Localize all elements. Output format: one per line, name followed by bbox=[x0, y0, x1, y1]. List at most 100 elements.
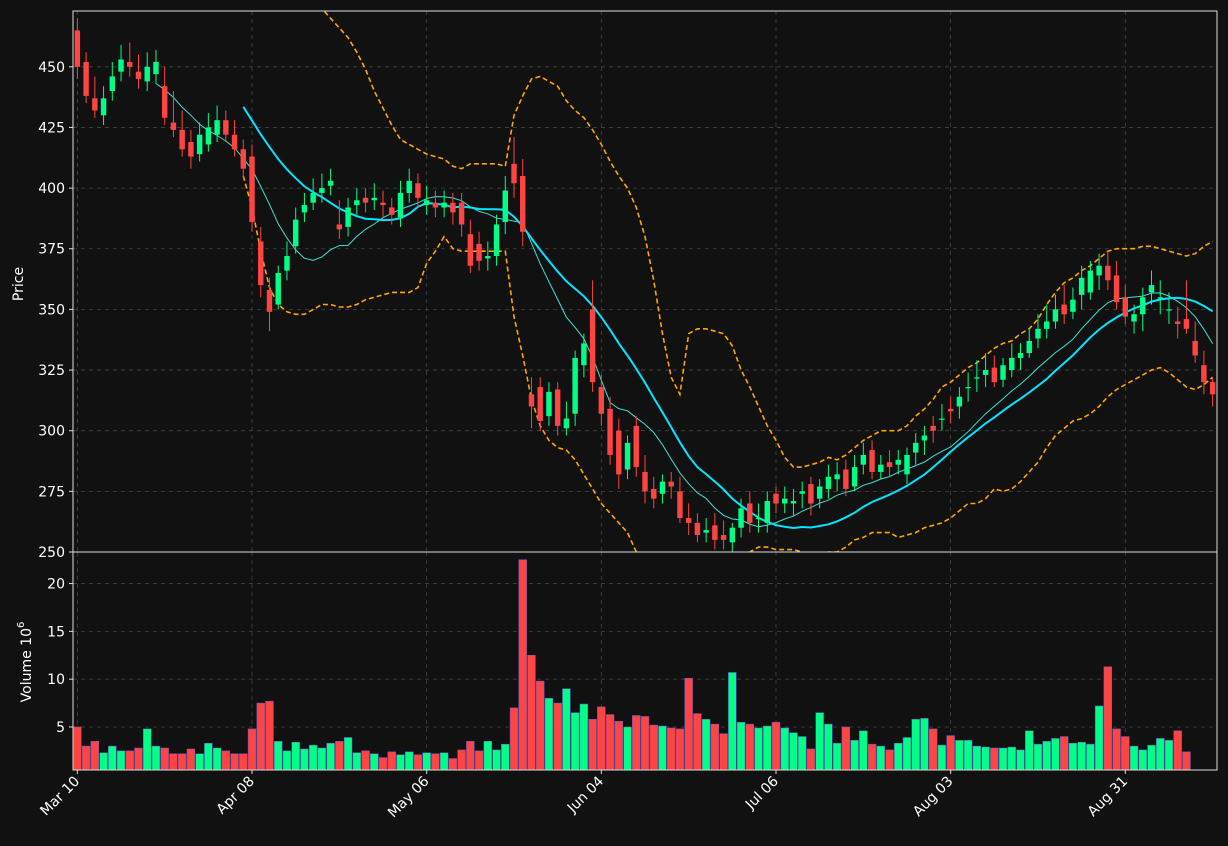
candle-body bbox=[327, 180, 334, 186]
candle-body bbox=[520, 175, 526, 232]
volume-bar bbox=[230, 753, 239, 771]
candle-body bbox=[974, 377, 980, 379]
price-tick-label: 325 bbox=[38, 363, 65, 379]
volume-bar bbox=[160, 747, 169, 771]
volume-bar bbox=[614, 720, 623, 771]
candle-body bbox=[310, 192, 316, 203]
candle-body bbox=[441, 202, 447, 208]
volume-bar bbox=[544, 698, 554, 771]
candle-body bbox=[982, 370, 989, 375]
volume-bar bbox=[963, 740, 973, 771]
volume-bar bbox=[527, 655, 536, 771]
candle-body bbox=[930, 425, 936, 431]
volume-bar bbox=[300, 748, 309, 771]
candle-body bbox=[860, 454, 867, 465]
candle-body bbox=[458, 202, 465, 225]
candle-body bbox=[1044, 321, 1050, 329]
volume-axis-label-text: Volume 10 bbox=[19, 628, 35, 702]
bollinger-bands bbox=[242, 11, 1214, 552]
price-grid bbox=[73, 11, 1217, 553]
candle-body bbox=[869, 450, 875, 472]
candle-body bbox=[450, 202, 456, 213]
price-tick-label: 450 bbox=[38, 60, 65, 76]
candle-body bbox=[284, 256, 290, 271]
volume-bar bbox=[1016, 749, 1025, 771]
price-tick-label: 275 bbox=[38, 484, 65, 500]
candle-body bbox=[720, 535, 727, 540]
volume-bar bbox=[605, 714, 615, 771]
volume-bar bbox=[116, 750, 126, 771]
volume-bar bbox=[1033, 743, 1043, 771]
volume-tick-label: 5 bbox=[56, 720, 65, 736]
price-tick-label: 350 bbox=[38, 302, 65, 318]
candle-body bbox=[144, 66, 150, 82]
candle-body bbox=[895, 459, 901, 465]
volume-bar bbox=[431, 753, 440, 771]
candle-body bbox=[668, 481, 674, 487]
volume-bar bbox=[265, 700, 274, 771]
volume-bar bbox=[204, 742, 213, 771]
candle-body bbox=[118, 59, 124, 72]
volume-bar bbox=[317, 747, 327, 771]
candle-body bbox=[685, 518, 692, 523]
candle-body bbox=[467, 234, 474, 266]
candle-body bbox=[1061, 304, 1067, 315]
volume-bar bbox=[990, 747, 999, 771]
volume-bar bbox=[326, 742, 335, 771]
volume-bar bbox=[143, 728, 152, 771]
candle-body bbox=[703, 530, 709, 533]
candle-body bbox=[834, 474, 840, 480]
volume-bar bbox=[824, 723, 833, 771]
volume-bar bbox=[422, 752, 431, 771]
volume-bar bbox=[911, 719, 920, 771]
candle-body bbox=[301, 205, 308, 213]
candle-body bbox=[485, 256, 491, 259]
volume-tick-label: 15 bbox=[47, 624, 65, 640]
candle-body bbox=[546, 391, 552, 417]
candle-body bbox=[712, 525, 718, 540]
volume-bar bbox=[684, 677, 693, 771]
candle-body bbox=[1052, 309, 1059, 322]
candle-body bbox=[1192, 340, 1198, 356]
volume-bar bbox=[1103, 666, 1113, 771]
candle-body bbox=[362, 197, 369, 203]
candle-body bbox=[694, 522, 701, 536]
candle-body bbox=[616, 430, 622, 475]
volume-bar bbox=[597, 706, 606, 771]
candle-body bbox=[1105, 265, 1111, 281]
candle-body bbox=[354, 200, 360, 206]
volume-bar bbox=[335, 741, 344, 771]
moving-averages bbox=[155, 83, 1214, 530]
candle-body bbox=[913, 442, 919, 453]
volume-bar bbox=[859, 730, 868, 771]
volume-bar bbox=[466, 741, 475, 771]
volume-bar bbox=[736, 721, 746, 771]
volume-bar bbox=[1156, 738, 1165, 771]
volume-bar bbox=[998, 747, 1008, 771]
volume-bar bbox=[675, 728, 685, 771]
volume-bar bbox=[1129, 745, 1139, 771]
candle-body bbox=[851, 467, 858, 487]
candle-body bbox=[1174, 321, 1181, 324]
volume-y-axis: 5 10 15 20 bbox=[47, 577, 73, 736]
volume-bar bbox=[1007, 746, 1016, 771]
candle-body bbox=[904, 454, 910, 475]
volume-bar bbox=[937, 744, 947, 771]
candle-body bbox=[677, 491, 683, 519]
volume-bar bbox=[274, 741, 283, 771]
volume-bar bbox=[448, 758, 458, 771]
volume-bar bbox=[352, 752, 361, 771]
candle-body bbox=[1166, 309, 1172, 311]
candle-body bbox=[249, 156, 255, 223]
price-tick-label: 425 bbox=[38, 120, 65, 136]
candle-body bbox=[729, 527, 736, 543]
candle-body bbox=[991, 367, 998, 383]
candle-body bbox=[790, 501, 797, 504]
volume-bar bbox=[509, 707, 519, 771]
volume-bar bbox=[90, 741, 100, 771]
candle-body bbox=[747, 503, 753, 523]
candle-body bbox=[231, 134, 238, 150]
candle-body bbox=[223, 120, 229, 135]
candle-body bbox=[782, 498, 788, 504]
